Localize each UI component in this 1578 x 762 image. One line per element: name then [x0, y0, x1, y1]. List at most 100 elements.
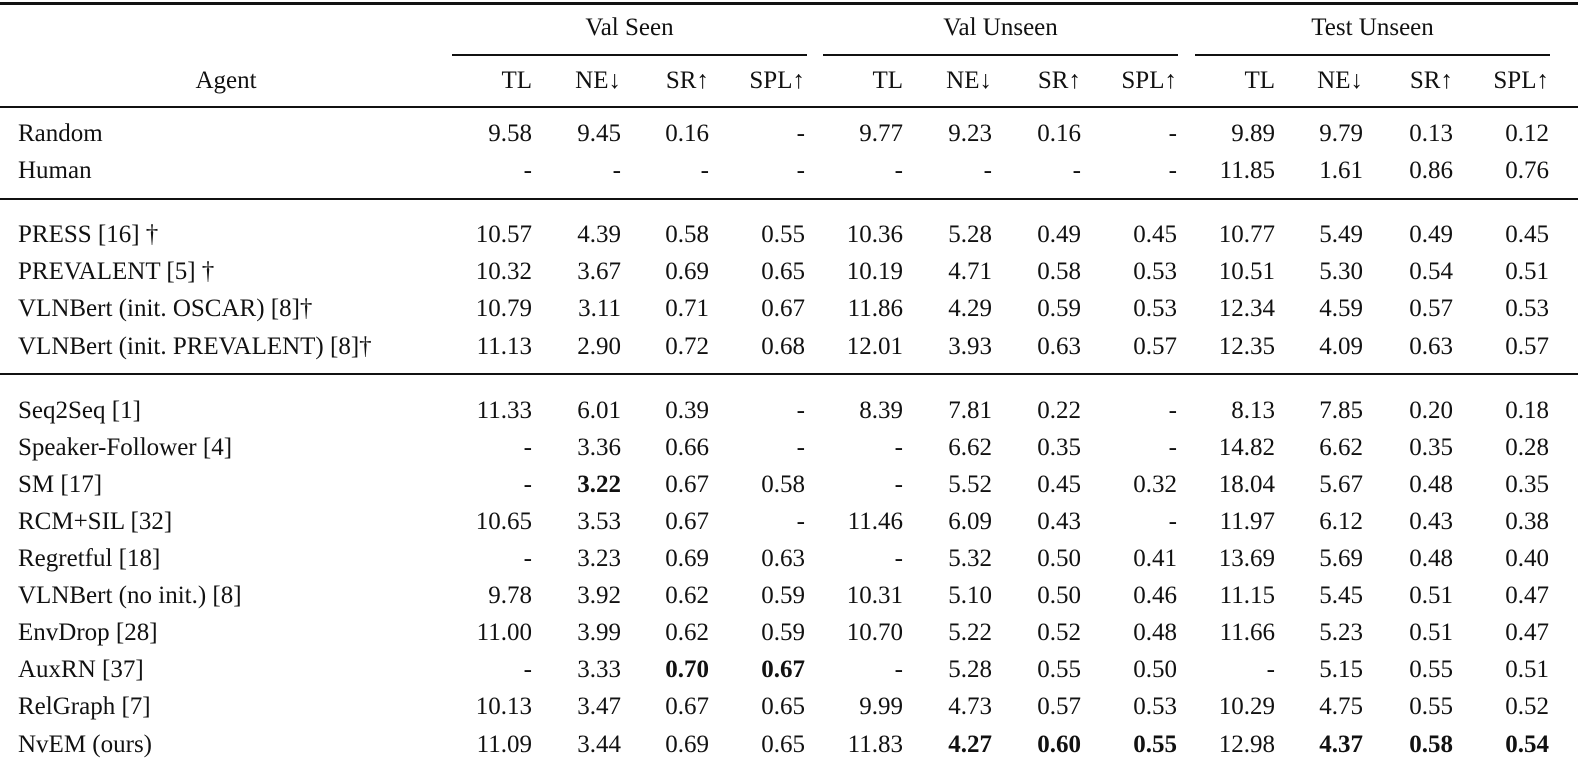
- cell: 0.54: [1505, 730, 1549, 758]
- cell: 0.53: [1133, 693, 1177, 721]
- cell: 3.36: [577, 433, 621, 461]
- rule: [0, 197, 1578, 200]
- agent-name: AuxRN [37]: [18, 656, 144, 684]
- cell: -: [1168, 157, 1177, 185]
- cell: 0.45: [1037, 470, 1081, 498]
- cell: 11.83: [847, 730, 903, 758]
- cell: 0.53: [1133, 258, 1177, 286]
- cell: 0.50: [1037, 582, 1081, 610]
- cell: 10.77: [1218, 221, 1275, 249]
- cell: 0.35: [1037, 433, 1081, 461]
- cell: 0.18: [1505, 396, 1549, 424]
- cell: -: [796, 120, 805, 147]
- cell: 0.55: [761, 221, 805, 249]
- cell: 4.39: [577, 221, 621, 249]
- agent-name: EnvDrop [28]: [18, 619, 158, 647]
- column-header: SPL↑: [749, 67, 805, 94]
- cell: 0.38: [1505, 507, 1549, 535]
- cell: -: [1168, 433, 1177, 461]
- cell: 0.72: [665, 332, 709, 360]
- cell: 5.45: [1319, 582, 1363, 610]
- cell: 0.46: [1133, 582, 1177, 610]
- cell: 0.53: [1133, 295, 1177, 323]
- cell: 10.32: [475, 258, 532, 286]
- cell: 0.68: [761, 332, 805, 360]
- cell: 4.73: [948, 693, 992, 721]
- cell: 11.33: [476, 396, 532, 424]
- cell: 0.35: [1409, 433, 1453, 461]
- cell: 0.51: [1409, 619, 1453, 647]
- cell: -: [894, 433, 903, 461]
- cell: 7.85: [1319, 396, 1363, 424]
- cell: 0.55: [1037, 656, 1081, 684]
- cell: 0.51: [1505, 656, 1549, 684]
- cell: 0.65: [761, 258, 805, 286]
- cell: 8.39: [859, 396, 903, 424]
- cell: 14.82: [1218, 433, 1275, 461]
- column-header: SPL↑: [1121, 67, 1177, 94]
- cell: 0.63: [1037, 332, 1081, 360]
- cell: 0.63: [761, 545, 805, 572]
- cell: 3.11: [578, 295, 621, 323]
- cell: 0.86: [1409, 157, 1453, 185]
- group-header: Val Unseen: [943, 14, 1058, 41]
- cell: 5.30: [1319, 258, 1363, 286]
- cell: 5.23: [1319, 619, 1363, 647]
- cell: 11.13: [476, 332, 532, 360]
- cell: 0.59: [761, 582, 805, 610]
- cell: -: [1168, 507, 1177, 535]
- agent-name: Regretful [18]: [18, 545, 161, 572]
- cell: 2.90: [577, 332, 621, 360]
- cell: 3.47: [577, 693, 621, 721]
- group-header: Test Unseen: [1311, 14, 1434, 41]
- agent-name: NvEM (ours): [18, 730, 153, 758]
- cell: 0.71: [665, 295, 709, 323]
- cell: 4.27: [948, 730, 992, 758]
- cell: 0.47: [1505, 582, 1549, 610]
- cell: -: [894, 545, 903, 572]
- cell: 6.62: [948, 433, 992, 461]
- cell: 10.31: [846, 582, 903, 610]
- cell: 0.55: [1409, 656, 1453, 684]
- cell: 0.62: [665, 619, 709, 647]
- cell: -: [523, 470, 532, 498]
- cell: 11.97: [1219, 507, 1275, 535]
- column-header: NE↓: [575, 67, 621, 94]
- cell: 0.55: [1409, 693, 1453, 721]
- cell: 12.98: [1218, 730, 1275, 758]
- cell: 0.43: [1037, 507, 1081, 535]
- column-header: NE↓: [1317, 67, 1363, 94]
- cell: 12.35: [1218, 332, 1275, 360]
- cell: 4.75: [1319, 693, 1363, 721]
- cell: 0.12: [1505, 120, 1549, 147]
- cell: 0.57: [1505, 332, 1549, 360]
- cell: 5.22: [948, 619, 992, 647]
- rule: [1195, 54, 1550, 56]
- cell: -: [796, 157, 805, 185]
- agent-name: VLNBert (init. OSCAR) [8]†: [18, 295, 313, 323]
- cell: 0.67: [761, 656, 805, 684]
- cell: 0.52: [1505, 693, 1549, 721]
- cell: 0.49: [1409, 221, 1453, 249]
- cell: 5.69: [1319, 545, 1363, 572]
- rule: [0, 1, 1578, 5]
- agent-header: Agent: [195, 67, 257, 94]
- cell: 5.67: [1319, 470, 1363, 498]
- cell: 3.99: [577, 619, 621, 647]
- cell: 3.23: [577, 545, 621, 572]
- cell: 10.57: [475, 221, 532, 249]
- cell: 9.45: [577, 120, 621, 147]
- cell: 0.43: [1409, 507, 1453, 535]
- agent-name: SM [17]: [18, 470, 103, 498]
- cell: 11.46: [847, 507, 903, 535]
- cell: 4.37: [1319, 730, 1363, 758]
- cell: 9.77: [859, 120, 903, 147]
- cell: 0.58: [1409, 730, 1453, 758]
- cell: 18.04: [1218, 470, 1275, 498]
- agent-name: PRESS [16] †: [18, 221, 159, 249]
- cell: 9.78: [488, 582, 532, 610]
- cell: -: [894, 157, 903, 185]
- cell: 0.65: [761, 693, 805, 721]
- cell: 0.62: [665, 582, 709, 610]
